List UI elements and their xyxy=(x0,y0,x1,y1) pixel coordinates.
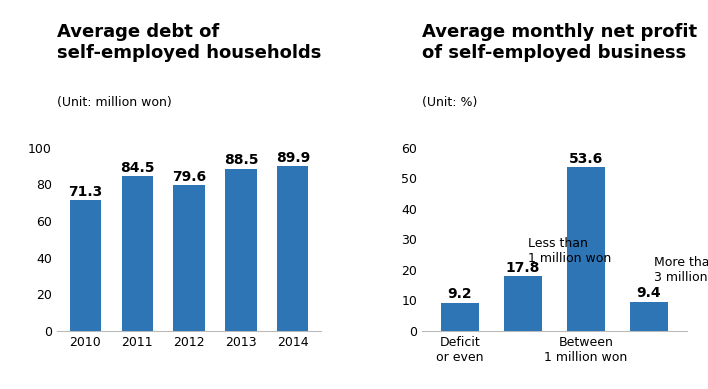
Text: More than
3 million won: More than 3 million won xyxy=(654,256,708,284)
Text: (Unit: %): (Unit: %) xyxy=(422,96,477,109)
Text: 17.8: 17.8 xyxy=(506,261,540,275)
Text: 89.9: 89.9 xyxy=(275,151,310,165)
Bar xyxy=(441,303,479,331)
Text: 9.4: 9.4 xyxy=(636,286,661,300)
Text: 71.3: 71.3 xyxy=(68,185,103,199)
Bar xyxy=(69,200,101,331)
Bar xyxy=(173,185,205,331)
Bar xyxy=(567,167,605,331)
Text: Less than
1 million won: Less than 1 million won xyxy=(528,237,611,265)
Text: 79.6: 79.6 xyxy=(172,170,206,184)
Bar xyxy=(278,166,309,331)
Text: 9.2: 9.2 xyxy=(447,287,472,301)
Text: 84.5: 84.5 xyxy=(120,161,154,175)
Text: 88.5: 88.5 xyxy=(224,153,258,167)
Text: Average monthly net profit
of self-employed business: Average monthly net profit of self-emplo… xyxy=(422,23,697,62)
Bar xyxy=(504,277,542,331)
Bar xyxy=(122,176,153,331)
Text: Average debt of
self-employed households: Average debt of self-employed households xyxy=(57,23,321,62)
Bar xyxy=(225,169,256,331)
Text: 53.6: 53.6 xyxy=(569,152,603,166)
Bar xyxy=(630,302,668,331)
Text: (Unit: million won): (Unit: million won) xyxy=(57,96,171,109)
